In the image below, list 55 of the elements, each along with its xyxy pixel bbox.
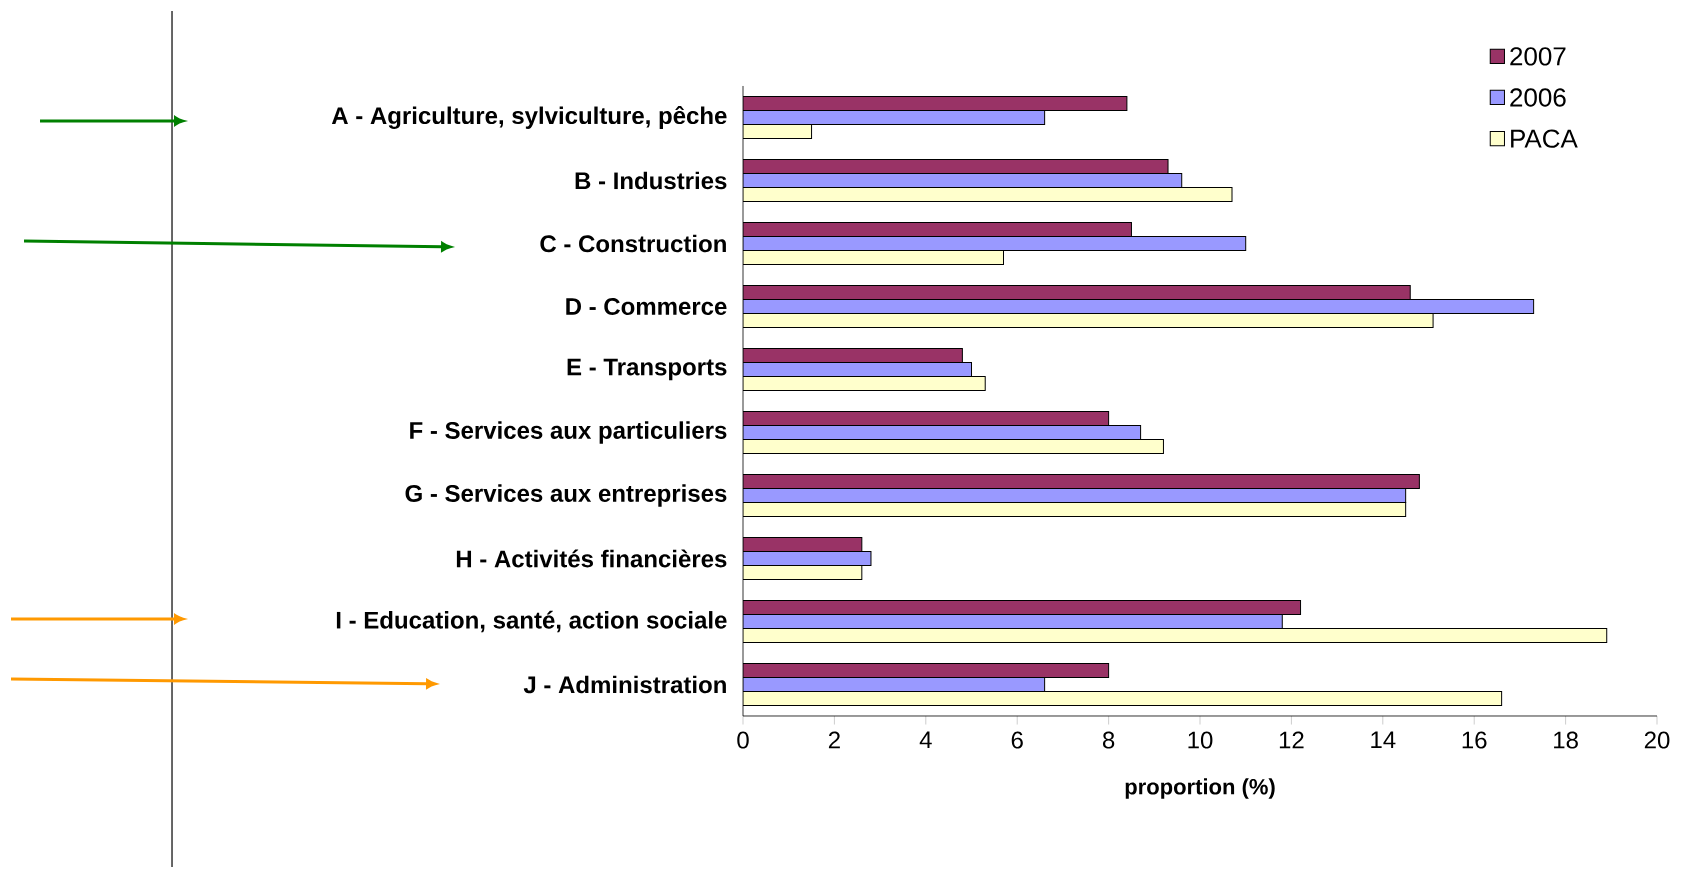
x-tick-label: 14 [1371, 731, 1396, 749]
bar [743, 158, 1169, 174]
bar [743, 312, 1434, 328]
bar [743, 662, 1110, 678]
x-tick-label: 18 [1554, 731, 1578, 749]
bar [743, 473, 1420, 489]
bar [743, 690, 1503, 706]
bar [743, 347, 963, 363]
bar [743, 613, 1283, 629]
bar [743, 564, 863, 580]
bar [743, 627, 1608, 643]
legend-label: 2006 [1510, 88, 1566, 107]
bar [743, 172, 1183, 188]
y-tick-label: D - Commerce [566, 298, 727, 315]
y-tick-label: J - Administration [523, 675, 726, 694]
legend-label: 2007 [1510, 47, 1566, 66]
x-tick-label: 2 [828, 731, 840, 749]
y-tick-label: B - Industries [575, 171, 727, 190]
bar [743, 95, 1128, 111]
bar [743, 599, 1302, 615]
bar [743, 536, 863, 552]
bar [743, 221, 1132, 237]
x-tick-label: 12 [1279, 731, 1304, 749]
bar [743, 361, 973, 377]
bar [743, 235, 1247, 251]
bar [743, 298, 1535, 314]
bar [743, 676, 1046, 692]
x-tick-label: 8 [1102, 731, 1115, 749]
x-tick-label: 0 [737, 731, 749, 749]
bar [743, 424, 1142, 440]
bar [743, 109, 1046, 125]
x-tick-label: 10 [1188, 731, 1213, 749]
y-tick-label: H - Activités financières [456, 549, 727, 568]
bar [743, 550, 872, 566]
bar [743, 186, 1233, 202]
bar [743, 375, 986, 391]
x-tick-label: 6 [1011, 731, 1023, 749]
y-tick-label: F - Services aux particuliers [410, 421, 727, 444]
bar [743, 249, 1004, 265]
x-tick-label: 4 [919, 731, 932, 749]
y-tick-label: C - Construction [540, 234, 726, 253]
x-tick-label: 16 [1462, 731, 1487, 749]
x-axis-title: proportion (%) [1125, 778, 1275, 799]
y-tick-label: A - Agriculture, sylviculture, pêche [331, 105, 727, 129]
y-tick-label: G - Services aux entreprises [405, 484, 727, 507]
legend-label: PACA [1511, 129, 1578, 148]
bar [743, 487, 1407, 503]
bar [743, 410, 1110, 426]
bar [743, 438, 1164, 454]
y-tick-label: E - Transports [567, 358, 727, 381]
y-tick-label: I - Education, santé, action sociale [336, 610, 727, 633]
bar [743, 123, 813, 139]
bar [743, 501, 1407, 517]
bar [743, 284, 1411, 300]
x-tick-label: 20 [1644, 731, 1670, 749]
